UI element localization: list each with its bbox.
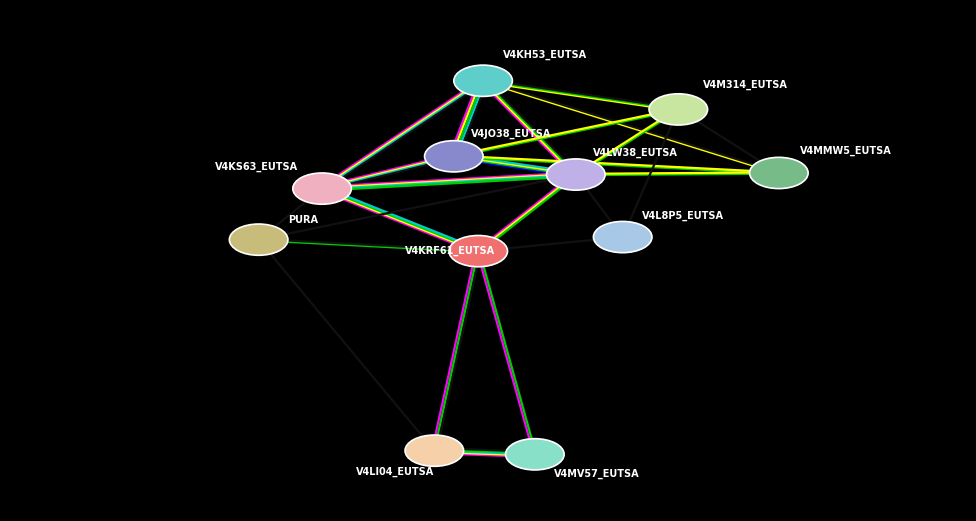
Text: V4KRF61_EUTSA: V4KRF61_EUTSA bbox=[405, 246, 495, 256]
Text: V4JO38_EUTSA: V4JO38_EUTSA bbox=[471, 129, 551, 139]
Circle shape bbox=[293, 173, 351, 204]
Circle shape bbox=[229, 224, 288, 255]
Circle shape bbox=[547, 159, 605, 190]
Circle shape bbox=[593, 221, 652, 253]
Text: V4MMW5_EUTSA: V4MMW5_EUTSA bbox=[800, 146, 892, 156]
Circle shape bbox=[506, 439, 564, 470]
Text: V4M314_EUTSA: V4M314_EUTSA bbox=[703, 79, 788, 90]
Text: V4MV57_EUTSA: V4MV57_EUTSA bbox=[554, 469, 640, 479]
Circle shape bbox=[405, 435, 464, 466]
Text: PURA: PURA bbox=[288, 215, 318, 225]
Text: V4KH53_EUTSA: V4KH53_EUTSA bbox=[503, 49, 587, 60]
Circle shape bbox=[425, 141, 483, 172]
Text: V4KS63_EUTSA: V4KS63_EUTSA bbox=[215, 162, 298, 172]
Circle shape bbox=[750, 157, 808, 189]
Circle shape bbox=[449, 235, 508, 267]
Circle shape bbox=[649, 94, 708, 125]
Text: V4LI04_EUTSA: V4LI04_EUTSA bbox=[356, 466, 434, 477]
Circle shape bbox=[454, 65, 512, 96]
Text: V4L8P5_EUTSA: V4L8P5_EUTSA bbox=[642, 211, 724, 221]
Text: V4LW38_EUTSA: V4LW38_EUTSA bbox=[593, 148, 678, 158]
